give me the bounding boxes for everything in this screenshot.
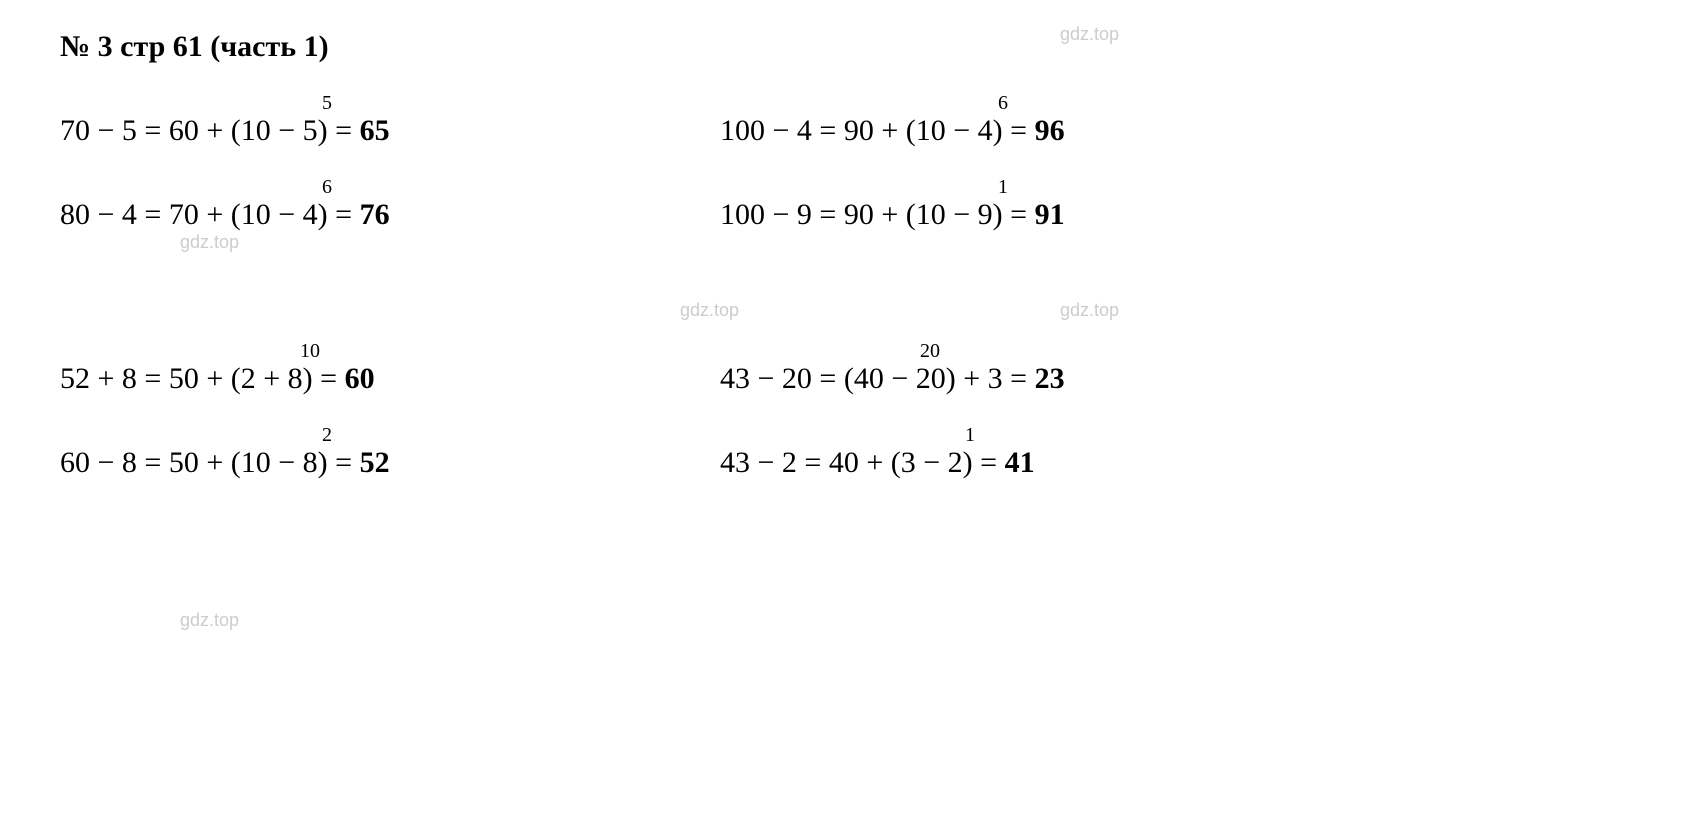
equation-result: 96 [1035, 114, 1065, 147]
equation: 43 − 20 = (40 − 20) + 3 = 23 20 [720, 362, 1065, 396]
page-title: № 3 стр 61 (часть 1) [60, 30, 1621, 64]
equation: 52 + 8 = 50 + (2 + 8) = 60 10 [60, 362, 375, 396]
superscript: 6 [322, 176, 332, 199]
equation-text: 70 − 5 = 60 + (10 [60, 114, 278, 147]
equation: 100 − 9 = 90 + (10 − 9) = 91 1 [720, 198, 1065, 232]
equation-text: 43 − 20 = (40 [720, 362, 891, 395]
equation-result: 23 [1035, 362, 1065, 395]
equation-group-2: 52 + 8 = 50 + (2 + 8) = 60 10 43 − 20 = … [60, 362, 1621, 480]
equation: 43 − 2 = 40 + (3 − 2) = 41 1 [720, 446, 1035, 480]
equation-text: − 2) = [923, 446, 1004, 479]
equation-text: 80 − 4 = 70 + (10 [60, 198, 278, 231]
superscript: 1 [965, 424, 975, 447]
equation-row: 70 − 5 = 60 + (10 − 5) = 65 5 100 − 4 = … [60, 114, 1621, 148]
equation-text: 60 − 8 = 50 + (10 [60, 446, 278, 479]
spacer [60, 282, 1621, 312]
watermark: gdz.top [180, 610, 239, 631]
equation-text: − 4) = [278, 198, 359, 231]
content-area: 70 − 5 = 60 + (10 − 5) = 65 5 100 − 4 = … [60, 114, 1621, 480]
equation-text: + 8) = [263, 362, 344, 395]
equation: 60 − 8 = 50 + (10 − 8) = 52 2 [60, 446, 390, 480]
equation-result: 65 [360, 114, 390, 147]
equation-text: 43 − 2 = 40 + (3 [720, 446, 923, 479]
superscript: 10 [300, 340, 320, 363]
superscript: 5 [322, 92, 332, 115]
equation-text: − 9) = [953, 198, 1034, 231]
equation-result: 52 [360, 446, 390, 479]
equation-text: 52 + 8 = 50 + (2 [60, 362, 263, 395]
equation: 80 − 4 = 70 + (10 − 4) = 76 6 [60, 198, 390, 232]
equation-result: 41 [1005, 446, 1035, 479]
superscript: 1 [998, 176, 1008, 199]
equation: 70 − 5 = 60 + (10 − 5) = 65 5 [60, 114, 390, 148]
superscript: 2 [322, 424, 332, 447]
superscript: 6 [998, 92, 1008, 115]
equation-text: − 20) + 3 = [891, 362, 1034, 395]
equation-result: 60 [345, 362, 375, 395]
equation: 100 − 4 = 90 + (10 − 4) = 96 6 [720, 114, 1065, 148]
equation-group-1: 70 − 5 = 60 + (10 − 5) = 65 5 100 − 4 = … [60, 114, 1621, 232]
equation-row: 52 + 8 = 50 + (2 + 8) = 60 10 43 − 20 = … [60, 362, 1621, 396]
equation-row: 80 − 4 = 70 + (10 − 4) = 76 6 100 − 9 = … [60, 198, 1621, 232]
equation-text: − 4) = [953, 114, 1034, 147]
equation-row: 60 − 8 = 50 + (10 − 8) = 52 2 43 − 2 = 4… [60, 446, 1621, 480]
superscript: 20 [920, 340, 940, 363]
equation-text: 100 − 9 = 90 + (10 [720, 198, 953, 231]
equation-result: 76 [360, 198, 390, 231]
equation-result: 91 [1035, 198, 1065, 231]
equation-text: − 5) = [278, 114, 359, 147]
equation-text: − 8) = [278, 446, 359, 479]
equation-text: 100 − 4 = 90 + (10 [720, 114, 953, 147]
